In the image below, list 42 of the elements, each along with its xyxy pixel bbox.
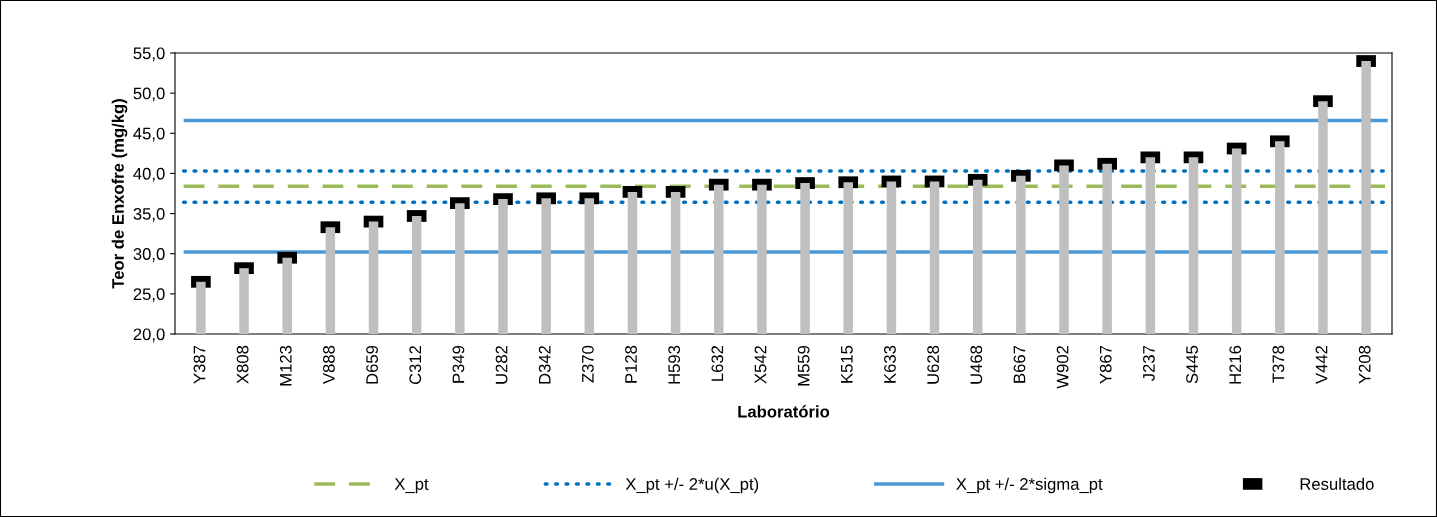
x-tick-label: Y867: [1099, 345, 1112, 384]
x-tick-label: D342: [538, 345, 551, 384]
y-tick-label: 30,0: [133, 248, 165, 262]
y-tick-label: 55,0: [133, 47, 165, 62]
y-tick-label: 20,0: [133, 328, 165, 343]
x-axis-title: Laboratório: [738, 405, 830, 418]
y-tick-label: 50,0: [133, 87, 165, 102]
x-tick-label: K515: [841, 345, 853, 383]
x-tick-label: Y387: [193, 345, 206, 384]
x-tick-label: X808: [236, 345, 249, 384]
x-tick-label: U468: [970, 345, 983, 384]
x-tick-label: L632: [711, 345, 724, 381]
x-tick-label: M559: [797, 345, 810, 386]
legend-label: X_pt +/- 2*u(X_pt): [625, 477, 759, 494]
x-tick-label: S445: [1186, 345, 1198, 384]
x-tick-label: U628: [927, 345, 940, 384]
x-tick-label: B667: [1013, 345, 1026, 383]
x-tick-label: Z370: [581, 345, 594, 383]
x-tick-label: P349: [452, 345, 465, 383]
x-tick-label: W902: [1056, 345, 1069, 389]
x-tick-label: T378: [1272, 345, 1285, 383]
legend-label: X_pt: [394, 478, 429, 494]
y-tick-label: 40,0: [133, 167, 165, 182]
y-tick-label: 25,0: [133, 288, 165, 303]
legend-label: X_pt +/- 2*sigma_pt: [956, 477, 1103, 494]
x-tick-label: H593: [668, 345, 681, 384]
x-tick-label: Y208: [1358, 345, 1371, 384]
x-tick-label: U282: [495, 345, 508, 384]
x-tick-label: V888: [323, 345, 335, 384]
x-tick-label: X542: [754, 345, 767, 384]
y-axis-title: Teor de Enxofre (mg/kg): [111, 99, 128, 289]
x-tick-label: M123: [279, 345, 292, 386]
x-tick-label: P128: [625, 345, 637, 383]
x-tick-label: C312: [409, 345, 422, 385]
legend-label: Resultado: [1300, 477, 1374, 490]
x-tick-label: D659: [366, 345, 378, 384]
y-tick-label: 35,0: [133, 207, 165, 222]
x-tick-label: K633: [884, 345, 896, 383]
x-tick-label: H216: [1229, 345, 1242, 384]
y-tick-label: 45,0: [133, 127, 165, 142]
x-tick-label: J237: [1143, 345, 1155, 381]
x-tick-label: V442: [1315, 345, 1328, 384]
